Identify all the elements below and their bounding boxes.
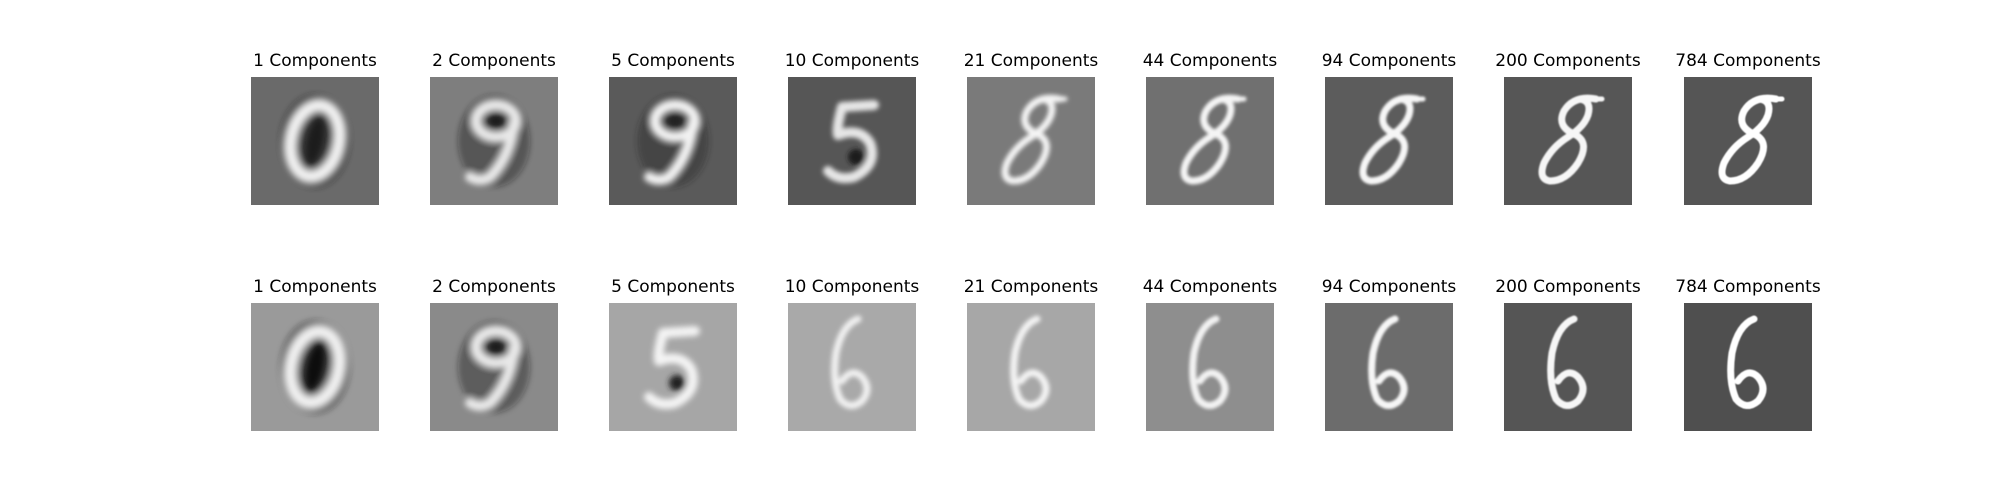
panel-title: 10 Components	[784, 51, 920, 71]
panel-title: 200 Components	[1495, 51, 1641, 71]
reconstruction-image	[1325, 303, 1453, 431]
digit-8-reconstruction	[430, 77, 558, 205]
digit-8-reconstruction	[1504, 77, 1632, 205]
panel-title: 784 Components	[1675, 51, 1821, 71]
digit-6-reconstruction	[1684, 303, 1812, 431]
digit-6-reconstruction	[609, 303, 737, 431]
digit-8-reconstruction	[251, 77, 379, 205]
reconstruction-image	[251, 303, 379, 431]
digit-6-reconstruction	[788, 303, 916, 431]
panel-title: 21 Components	[963, 51, 1099, 71]
reconstruction-image	[1504, 77, 1632, 205]
digit-8-reconstruction	[1146, 77, 1274, 205]
reconstruction-image	[1146, 77, 1274, 205]
digit-6-reconstruction	[1504, 303, 1632, 431]
panel-title: 94 Components	[1321, 277, 1457, 297]
reconstruction-image	[251, 77, 379, 205]
panel-title: 2 Components	[432, 51, 556, 71]
panel-title: 5 Components	[611, 277, 735, 297]
panel-title: 2 Components	[432, 277, 556, 297]
panel-title: 94 Components	[1321, 51, 1457, 71]
digit-6-reconstruction	[251, 303, 379, 431]
reconstruction-image	[430, 77, 558, 205]
reconstruction-image	[788, 77, 916, 205]
panel-title: 1 Components	[253, 51, 377, 71]
digit-6-reconstruction	[967, 303, 1095, 431]
digit-8-reconstruction	[609, 77, 737, 205]
digit-6-reconstruction	[1325, 303, 1453, 431]
panel-title: 44 Components	[1142, 277, 1278, 297]
panel-title: 10 Components	[784, 277, 920, 297]
digit-8-reconstruction	[1325, 77, 1453, 205]
reconstruction-image	[430, 303, 558, 431]
panel-title: 5 Components	[611, 51, 735, 71]
reconstruction-image	[967, 77, 1095, 205]
panel-title: 1 Components	[253, 277, 377, 297]
digit-6-reconstruction	[1146, 303, 1274, 431]
digit-6-reconstruction	[430, 303, 558, 431]
digit-8-reconstruction	[967, 77, 1095, 205]
reconstruction-image	[609, 303, 737, 431]
panel-title: 784 Components	[1675, 277, 1821, 297]
reconstruction-image	[1146, 303, 1274, 431]
digit-8-reconstruction	[788, 77, 916, 205]
reconstruction-image	[1684, 77, 1812, 205]
panel-title: 200 Components	[1495, 277, 1641, 297]
panel-title: 44 Components	[1142, 51, 1278, 71]
reconstruction-image	[788, 303, 916, 431]
reconstruction-image	[967, 303, 1095, 431]
panel-title: 21 Components	[963, 277, 1099, 297]
reconstruction-image	[1504, 303, 1632, 431]
reconstruction-image	[609, 77, 737, 205]
reconstruction-image	[1325, 77, 1453, 205]
reconstruction-image	[1684, 303, 1812, 431]
digit-8-reconstruction	[1684, 77, 1812, 205]
